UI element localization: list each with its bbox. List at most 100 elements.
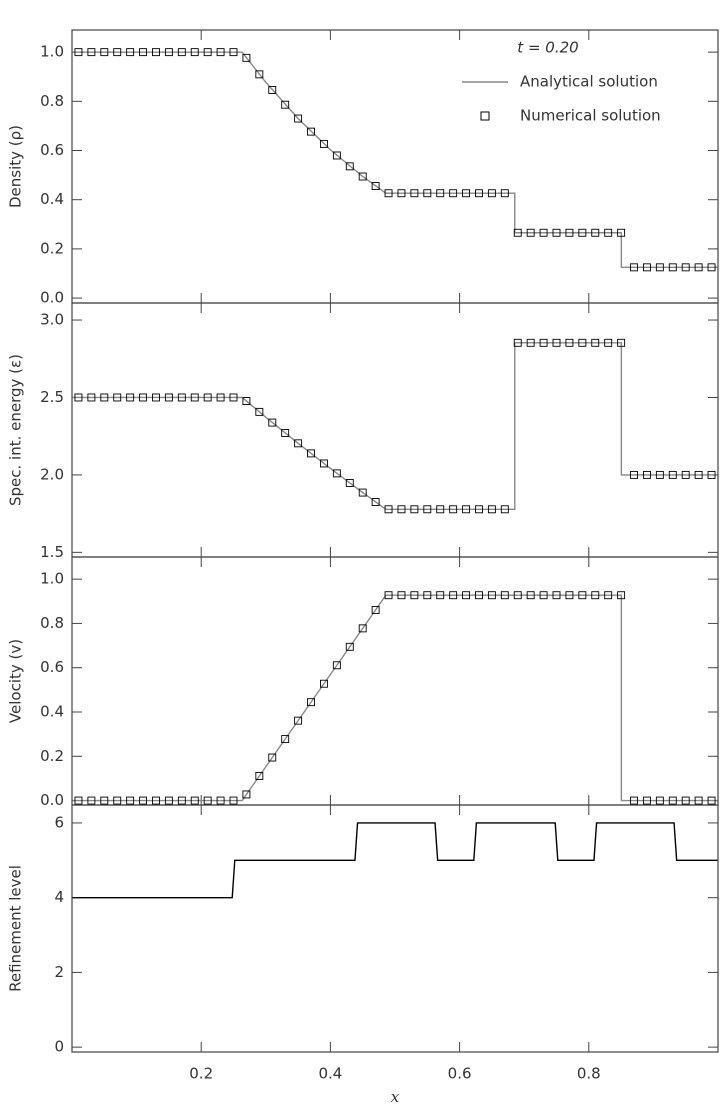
data-point xyxy=(216,393,225,402)
data-point xyxy=(565,338,574,347)
data-point xyxy=(255,70,264,79)
data-point xyxy=(139,48,148,57)
data-point xyxy=(397,591,406,600)
data-point xyxy=(281,428,290,437)
data-point xyxy=(668,470,677,479)
data-point xyxy=(371,182,380,191)
y-axis-label: Spec. int. energy (ε) xyxy=(7,354,25,506)
line xyxy=(72,342,718,510)
data-point xyxy=(164,48,173,57)
x-axis-label: x xyxy=(391,1088,400,1106)
data-point xyxy=(384,505,393,514)
data-point xyxy=(630,796,638,805)
data-point xyxy=(604,228,613,237)
data-point xyxy=(552,591,561,600)
y-axis-label: Refinement level xyxy=(7,865,25,992)
data-point xyxy=(526,591,535,600)
data-point xyxy=(152,393,160,402)
data-point xyxy=(487,505,496,514)
data-point xyxy=(268,753,277,762)
data-point xyxy=(87,48,96,57)
data-point xyxy=(423,505,432,514)
data-point xyxy=(319,679,328,688)
legend-label: Numerical solution xyxy=(520,107,661,125)
data-point xyxy=(345,162,354,171)
data-point xyxy=(190,393,199,402)
data-point xyxy=(242,397,251,405)
y-axis-label: Density (ρ) xyxy=(7,125,25,208)
data-point xyxy=(500,189,509,198)
data-point xyxy=(410,591,419,600)
y-tick-label: 0.8 xyxy=(40,614,64,632)
data-point xyxy=(100,796,109,805)
data-point xyxy=(513,228,522,237)
data-point xyxy=(203,796,212,805)
data-point xyxy=(681,470,690,479)
data-point xyxy=(294,114,303,123)
x-tick-label: 0.6 xyxy=(448,1065,472,1083)
data-point xyxy=(617,338,626,347)
y-tick-label: 1.0 xyxy=(40,43,64,61)
legend-marker xyxy=(480,111,490,121)
data-point xyxy=(436,189,445,198)
data-point xyxy=(268,86,277,94)
data-point xyxy=(345,642,354,651)
data-point xyxy=(100,393,109,402)
y-tick-label: 0.6 xyxy=(40,141,64,159)
data-point xyxy=(229,48,238,57)
data-point xyxy=(177,796,186,805)
data-point xyxy=(423,189,432,198)
x-tick-label: 0.4 xyxy=(318,1065,342,1083)
data-point xyxy=(229,796,238,805)
data-point xyxy=(539,338,548,347)
data-point xyxy=(500,505,509,514)
data-point xyxy=(668,263,677,272)
y-tick-label: 0.6 xyxy=(40,658,64,676)
data-point xyxy=(487,591,496,600)
data-point xyxy=(177,48,186,57)
data-point xyxy=(371,498,380,506)
data-point xyxy=(475,591,483,600)
data-point xyxy=(604,338,613,347)
data-point xyxy=(513,591,522,600)
data-point xyxy=(655,263,664,272)
data-point xyxy=(319,139,328,148)
data-point xyxy=(87,796,96,805)
data-point xyxy=(126,796,135,805)
data-point xyxy=(539,591,548,600)
data-point xyxy=(591,591,600,600)
data-point xyxy=(462,189,471,198)
y-tick-label: 2.5 xyxy=(40,388,64,406)
data-point xyxy=(216,48,225,57)
data-point xyxy=(630,263,638,272)
data-point xyxy=(371,605,380,614)
data-point xyxy=(74,393,83,402)
data-point xyxy=(190,48,199,57)
data-point xyxy=(565,228,574,237)
line xyxy=(72,594,718,802)
data-point xyxy=(332,151,341,160)
data-point xyxy=(397,505,406,514)
data-point xyxy=(345,479,354,487)
y-tick-label: 1.0 xyxy=(40,570,64,588)
data-point xyxy=(294,716,303,725)
y-tick-label: 0.2 xyxy=(40,747,64,765)
data-point xyxy=(655,470,664,479)
data-point xyxy=(203,48,212,57)
data-point xyxy=(539,228,548,237)
y-tick-label: 0.0 xyxy=(40,289,64,307)
data-point xyxy=(423,591,432,600)
y-tick-label: 0.8 xyxy=(40,92,64,110)
y-tick-label: 1.5 xyxy=(40,543,64,561)
data-point xyxy=(475,189,483,198)
data-point xyxy=(642,263,651,272)
data-point xyxy=(152,796,160,805)
data-point xyxy=(694,470,703,479)
data-point xyxy=(358,172,367,181)
y-tick-label: 2.0 xyxy=(40,465,64,483)
data-point xyxy=(397,189,406,198)
data-point xyxy=(384,591,393,600)
data-point xyxy=(87,393,96,402)
data-point xyxy=(268,418,277,427)
